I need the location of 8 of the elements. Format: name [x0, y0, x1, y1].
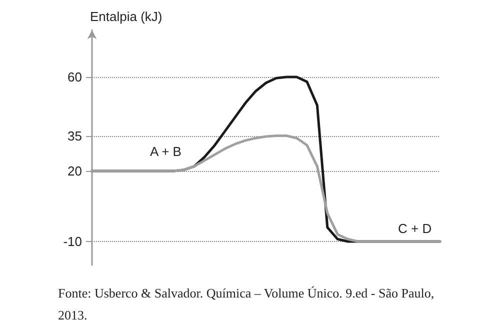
y-tick-label: 20 [68, 164, 82, 178]
y-axis-title: Entalpia (kJ) [90, 9, 162, 24]
y-tick-label: 60 [68, 70, 82, 84]
annotation: A + B [150, 144, 182, 159]
y-tick-label: 35 [68, 128, 82, 144]
source-note: Fonte: Usberco & Salvador. Química – Volume Único. 9.ed - São Paulo, 2013. [58, 286, 438, 322]
y-tick-label: -10 [63, 234, 82, 249]
annotation: C + D [398, 221, 432, 236]
